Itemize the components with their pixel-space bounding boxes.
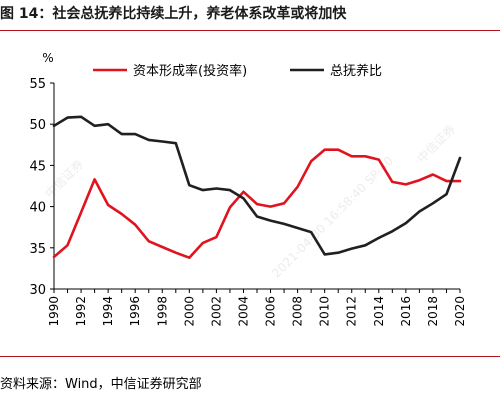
series-2-point	[202, 189, 204, 192]
figure-source: 资料来源：Wind，中信证券研究部	[0, 377, 202, 392]
series-1-point	[391, 181, 394, 183]
x-tick-label: 1992	[74, 296, 88, 327]
series-1-point	[107, 204, 109, 206]
series-1-point	[418, 179, 421, 182]
series-2-point	[459, 157, 461, 159]
x-tick-label: 1996	[128, 296, 142, 327]
chart-legend: 资本形成率(投资率) 总抚养比	[93, 63, 382, 79]
series-2-point	[80, 115, 82, 118]
line-chart: 30 35 40 45 50 55% 1990 1992 1994 1996 1998 2000 200…	[29, 51, 467, 327]
series-1-point	[188, 256, 191, 259]
series-1-point	[134, 223, 137, 226]
x-tick-label: 2004	[236, 296, 250, 327]
x-tick-label: 2002	[209, 296, 223, 327]
series-1-point	[202, 242, 204, 244]
series-1-point	[310, 160, 312, 163]
legend-label-2: 总抚养比	[330, 63, 382, 79]
series-2-point	[418, 210, 421, 213]
x-tick-label: 2000	[182, 296, 196, 327]
series-1-point	[229, 206, 231, 209]
series-2-point	[445, 193, 448, 196]
chart-axes: 30 35 40 45 50 55% 1990 1992 1994 1996 1998 2000 200…	[29, 51, 467, 327]
series-2-point	[269, 219, 272, 222]
series-2-point	[229, 189, 231, 192]
series-2-point	[364, 244, 367, 247]
y-tick-label: 50	[29, 118, 46, 133]
source-rule	[0, 356, 500, 357]
series-1-point	[364, 155, 367, 158]
series-1-point	[66, 244, 69, 247]
series-2-point	[323, 253, 326, 256]
chart-plot-area	[52, 115, 462, 260]
series-1-point	[377, 158, 380, 161]
y-tick-label: 35	[29, 242, 46, 257]
series-2-point	[350, 247, 353, 250]
series-1-point	[445, 180, 448, 183]
x-tick-label: 2018	[426, 296, 440, 327]
series-2-point	[53, 124, 55, 127]
series-2-point	[296, 227, 299, 229]
series-1-point	[161, 246, 164, 248]
y-tick-label: 40	[29, 201, 46, 216]
series-2-point	[310, 231, 312, 234]
x-tick-label: 1998	[155, 296, 169, 327]
series-1-point	[215, 236, 218, 239]
x-tick-label: 1994	[101, 296, 115, 327]
series-2-point	[134, 133, 137, 136]
series-1-point	[350, 155, 353, 158]
series-1-point	[256, 203, 258, 206]
series-2-point	[66, 116, 69, 119]
series-2-point	[377, 237, 380, 239]
x-tick-label: 2012	[345, 296, 359, 327]
x-tick-label: 2014	[372, 296, 386, 327]
series-2-point	[93, 124, 96, 127]
series-2-point	[174, 142, 177, 145]
title-rule	[0, 30, 500, 31]
legend-label-1: 资本形成率(投资率)	[133, 63, 247, 79]
series-1-point	[269, 205, 272, 208]
series-line-2	[52, 115, 462, 256]
series-2-point	[283, 223, 285, 225]
x-tick-label: 2006	[264, 296, 278, 327]
series-1-point	[296, 185, 299, 188]
series-1-point	[242, 190, 245, 193]
series-1-point	[323, 148, 326, 151]
x-tick-label: 2010	[318, 296, 332, 327]
x-tick-label: 2016	[399, 296, 413, 327]
x-tick-label: 2020	[453, 296, 467, 327]
series-1-point	[93, 178, 96, 181]
series-2-point	[242, 197, 245, 200]
series-1-point	[174, 251, 177, 254]
figure-title: 图 14：社会总抚养比持续上升，养老体系改革或将加快	[0, 6, 347, 22]
series-2-point	[215, 187, 218, 190]
y-tick-label: 30	[29, 283, 46, 298]
y-tick-label: 55	[29, 77, 46, 92]
y-axis-unit-label: %	[42, 51, 53, 65]
series-1-point	[120, 213, 123, 215]
series-2-point	[161, 140, 164, 143]
series-2-point	[256, 215, 258, 218]
series-1-point	[432, 173, 434, 176]
series-2-point	[432, 202, 434, 205]
series-1-point	[80, 211, 82, 214]
series-2-point	[337, 251, 340, 254]
series-1-point	[337, 148, 340, 151]
series-2-point	[147, 139, 150, 141]
series-1-point	[405, 183, 407, 186]
series-2-point	[107, 123, 109, 126]
series-1-point	[147, 240, 150, 243]
y-tick-label: 45	[29, 159, 46, 174]
series-2-point	[120, 133, 123, 136]
series-1-point	[53, 256, 55, 258]
series-2-point	[391, 230, 394, 233]
x-tick-label: 1990	[47, 296, 61, 327]
series-1-point	[459, 180, 461, 183]
x-tick-label: 2008	[291, 296, 305, 327]
series-2-point	[405, 222, 407, 225]
series-2-point	[188, 184, 191, 187]
series-1-point	[283, 202, 285, 205]
